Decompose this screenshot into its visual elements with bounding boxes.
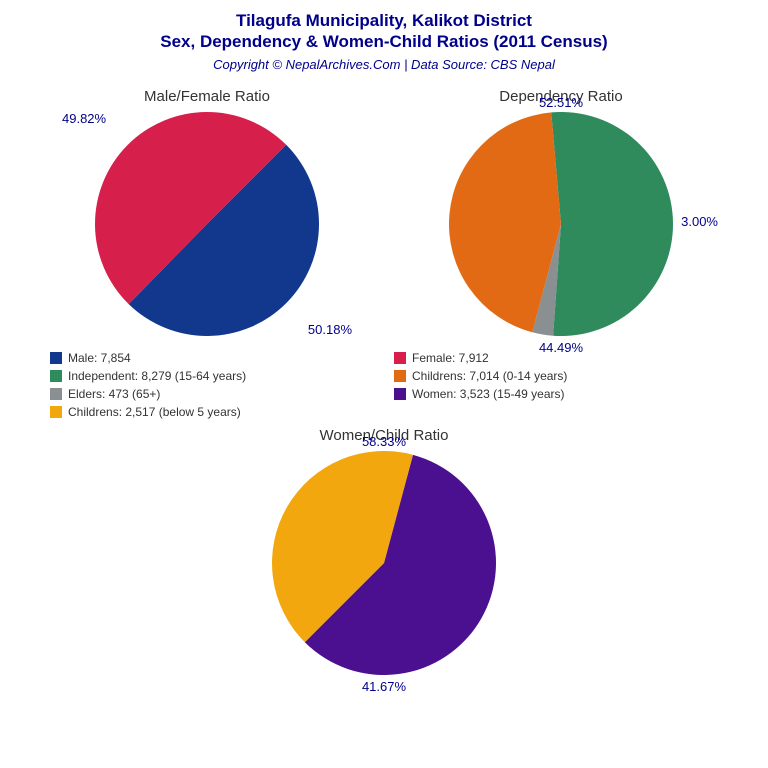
pie-mf-label-0: 49.82% xyxy=(62,111,106,126)
pie-wc-svg xyxy=(269,448,499,678)
legend: Male: 7,854 Female: 7,912 Independent: 8,2… xyxy=(0,339,768,419)
pie-wc: 58.33% 41.67% xyxy=(269,448,499,678)
top-charts-row: Male/Female Ratio 49.82% 50.18% Dependen… xyxy=(0,88,768,339)
pie-dep-label-0: 52.51% xyxy=(539,95,583,110)
legend-item: Childrens: 7,014 (0-14 years) xyxy=(394,369,718,383)
legend-item: Childrens: 2,517 (below 5 years) xyxy=(50,405,374,419)
pie-mf: 49.82% 50.18% xyxy=(92,109,322,339)
pie-mf-label-1: 50.18% xyxy=(308,322,352,337)
pie-dep-label-2: 44.49% xyxy=(539,340,583,355)
pie-dep-svg xyxy=(446,109,676,339)
pie-dep-label-1: 3.00% xyxy=(681,214,718,229)
chart-title-mf: Male/Female Ratio xyxy=(42,88,372,105)
legend-swatch xyxy=(50,406,62,418)
legend-item: Elders: 473 (65+) xyxy=(50,387,374,401)
legend-text: Childrens: 7,014 (0-14 years) xyxy=(412,369,567,383)
legend-text: Female: 7,912 xyxy=(412,351,489,365)
legend-item: Male: 7,854 xyxy=(50,351,374,365)
legend-swatch xyxy=(50,388,62,400)
legend-text: Independent: 8,279 (15-64 years) xyxy=(68,369,246,383)
chart-women-child: Women/Child Ratio 58.33% 41.67% xyxy=(219,427,549,678)
legend-swatch xyxy=(50,352,62,364)
title-line-2: Sex, Dependency & Women-Child Ratios (20… xyxy=(0,31,768,52)
legend-item: Women: 3,523 (15-49 years) xyxy=(394,387,718,401)
pie-mf-svg xyxy=(92,109,322,339)
chart-dependency: Dependency Ratio 52.51% 3.00% 44.49% xyxy=(396,88,726,339)
subtitle: Copyright © NepalArchives.Com | Data Sou… xyxy=(0,57,768,72)
pie-wc-label-0: 58.33% xyxy=(362,434,406,449)
legend-item: Independent: 8,279 (15-64 years) xyxy=(50,369,374,383)
legend-text: Childrens: 2,517 (below 5 years) xyxy=(68,405,241,419)
legend-text: Elders: 473 (65+) xyxy=(68,387,160,401)
legend-text: Women: 3,523 (15-49 years) xyxy=(412,387,565,401)
pie-wc-label-1: 41.67% xyxy=(362,679,406,694)
pie-dep: 52.51% 3.00% 44.49% xyxy=(446,109,676,339)
chart-male-female: Male/Female Ratio 49.82% 50.18% xyxy=(42,88,372,339)
legend-swatch xyxy=(394,352,406,364)
pie-slice xyxy=(551,112,673,336)
legend-swatch xyxy=(50,370,62,382)
title-line-1: Tilagufa Municipality, Kalikot District xyxy=(0,10,768,31)
title-block: Tilagufa Municipality, Kalikot District … xyxy=(0,0,768,72)
legend-text: Male: 7,854 xyxy=(68,351,131,365)
legend-swatch xyxy=(394,388,406,400)
legend-swatch xyxy=(394,370,406,382)
